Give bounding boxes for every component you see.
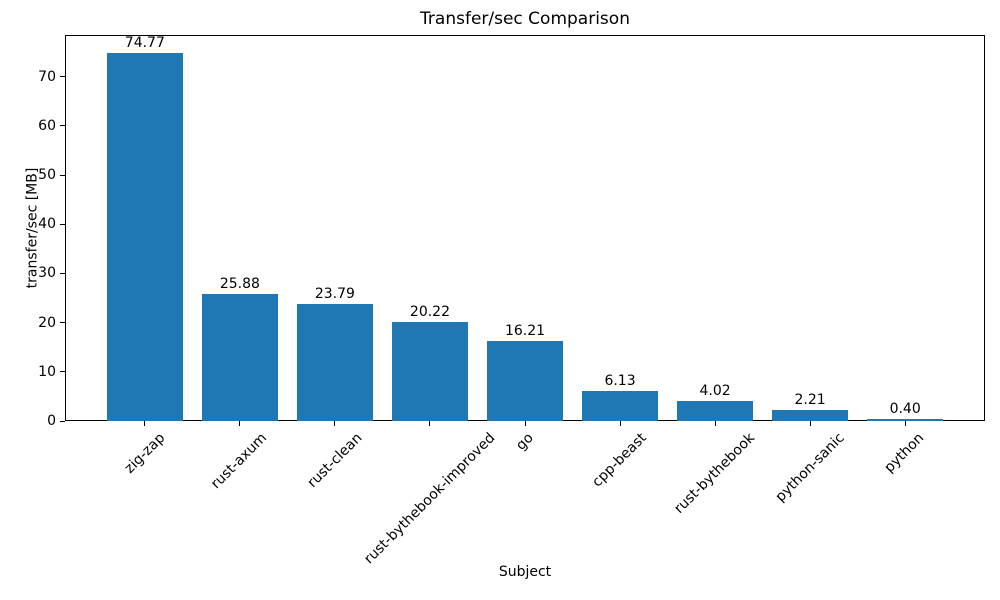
y-tick-mark [60,174,65,176]
x-tick-mark [809,421,811,426]
x-tick-label: go [513,430,537,454]
y-tick-mark [60,223,65,225]
bar [106,53,183,421]
bar-value-label: 23.79 [314,286,355,303]
x-tick-mark [429,421,431,426]
y-tick-mark [60,125,65,127]
bar [201,293,278,421]
x-axis-label: Subject [498,564,552,580]
x-tick-label: python-sanic [772,430,848,506]
x-tick-label: rust-bythebook-improved [361,430,499,568]
bar [582,390,659,421]
bar-value-label: 20.22 [409,303,450,320]
y-tick-mark [60,272,65,274]
y-tick-label: 40 [38,216,56,233]
y-tick-label: 70 [38,68,56,85]
x-tick-mark [239,421,241,426]
x-tick-mark [524,421,526,426]
x-tick-mark [714,421,716,426]
chart-title: Transfer/sec Comparison [420,9,630,29]
bar [391,321,468,421]
x-tick-label: cpp-beast [589,430,651,491]
y-tick-mark [60,76,65,78]
bar-value-label: 74.77 [124,35,165,52]
y-tick-label: 60 [38,117,56,134]
y-tick-mark [60,322,65,324]
x-tick-label: python [881,430,928,476]
bar-value-label: 0.40 [889,401,921,418]
x-tick-label: rust-clean [304,430,366,491]
y-tick-label: 20 [38,314,56,331]
bar [296,304,373,421]
x-tick-mark [144,421,146,426]
bar-value-label: 6.13 [604,372,636,389]
y-tick-label: 10 [38,363,56,380]
y-tick-label: 30 [38,265,56,282]
bar-value-label: 4.02 [699,383,731,400]
y-tick-label: 50 [38,167,56,184]
x-tick-mark [619,421,621,426]
x-tick-mark [904,421,906,426]
x-tick-label: rust-axum [208,430,271,493]
bar-value-label: 25.88 [219,275,260,292]
y-tick-label: 0 [47,413,56,429]
x-tick-mark [334,421,336,426]
y-tick-mark [60,371,65,373]
bar-value-label: 2.21 [794,392,826,409]
y-tick-mark [60,420,65,422]
x-tick-label: zig-zap [121,430,168,477]
bar [677,401,754,421]
bar [867,419,944,421]
bar-value-label: 16.21 [504,323,546,340]
x-tick-label: rust-bythebook [671,430,759,517]
bar [487,341,563,421]
bar [772,410,849,421]
